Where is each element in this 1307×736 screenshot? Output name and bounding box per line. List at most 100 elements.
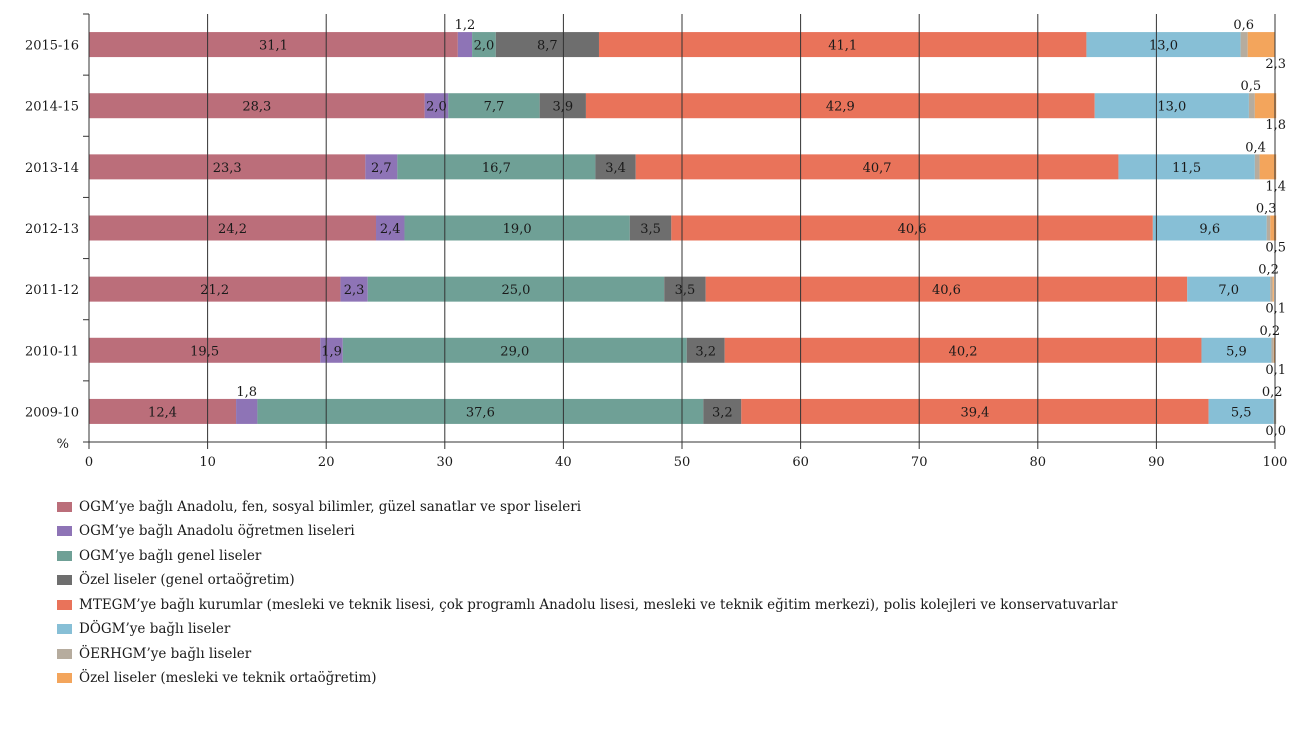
data-label: 0,5: [1265, 241, 1286, 256]
bar-segment: [342, 337, 687, 363]
data-label: 13,0: [1157, 100, 1186, 115]
legend-label: DÖGM’ye bağlı liseler: [79, 621, 231, 637]
data-label: 40,7: [863, 161, 892, 176]
bar-segment: [1272, 276, 1274, 302]
x-tick-label: 80: [1030, 455, 1047, 470]
data-label: 25,0: [501, 283, 530, 298]
data-label: 1,4: [1265, 179, 1286, 194]
data-label: 0,3: [1256, 202, 1277, 217]
data-label: 9,6: [1199, 222, 1220, 237]
legend-label: Özel liseler (mesleki ve teknik ortaöğre…: [79, 670, 377, 686]
bar-segment: [598, 32, 1087, 58]
data-label: 0,1: [1265, 363, 1286, 378]
bar-segment: [367, 276, 665, 302]
legend-item: DÖGM’ye bağlı liseler: [57, 621, 1117, 638]
data-label: 7,7: [484, 100, 505, 115]
bar-segment: [1094, 93, 1249, 119]
bar-segment: [89, 154, 366, 180]
legend-swatch: [57, 575, 72, 585]
data-label: 28,3: [242, 100, 271, 115]
data-label: 2,7: [371, 161, 392, 176]
bar-segment: [424, 93, 449, 119]
bar-segment: [448, 93, 540, 119]
legend-item: Özel liseler (genel ortaöğretim): [57, 572, 1117, 589]
bar-segment: [629, 215, 672, 241]
category-label: 2010-11: [25, 344, 79, 359]
bar-segment: [1187, 276, 1271, 302]
data-label: 13,0: [1149, 39, 1178, 54]
category-label: 2011-12: [25, 283, 79, 298]
data-label: 5,5: [1231, 405, 1252, 420]
data-label: 0,0: [1265, 424, 1286, 439]
legend-swatch: [57, 550, 72, 561]
data-label: 1,8: [236, 385, 257, 400]
category-label: 2012-13: [25, 222, 79, 237]
legend-swatch: [57, 526, 72, 536]
data-label: 0,2: [1262, 385, 1283, 400]
legend-swatch: [57, 673, 72, 683]
data-label: 31,1: [259, 39, 288, 54]
legend: OGM’ye bağlı Anadolu, fen, sosyal biliml…: [57, 498, 1117, 694]
bar-segment: [1270, 215, 1277, 241]
legend-label: OGM’ye bağlı Anadolu, fen, sosyal biliml…: [79, 498, 582, 515]
data-label: 0,2: [1258, 263, 1279, 278]
bar-segment: [1271, 337, 1274, 363]
data-label: 2,0: [426, 100, 447, 115]
legend-label: MTEGM’ye bağlı kurumlar (mesleki ve tekn…: [79, 596, 1118, 613]
x-tick-label: 30: [437, 455, 454, 470]
bar-segment: [664, 276, 706, 302]
bar-segment: [472, 32, 496, 58]
bar-segment: [397, 154, 596, 180]
category-label: 2009-10: [25, 405, 79, 420]
legend-label: OGM’ye bağlı genel liseler: [79, 547, 262, 564]
data-label: 19,0: [503, 222, 532, 237]
bar-segment: [1248, 93, 1255, 119]
legend-item: Özel liseler (mesleki ve teknik ortaöğre…: [57, 670, 1117, 687]
data-label: 40,6: [932, 283, 961, 298]
x-tick-label: 60: [792, 455, 809, 470]
bar-segment: [671, 215, 1153, 241]
legend-label: OGM’ye bağlı Anadolu öğretmen liseleri: [79, 523, 355, 539]
legend-label: ÖERHGM’ye bağlı liseler: [79, 645, 252, 662]
x-tick-label: 40: [555, 455, 572, 470]
data-label: 3,4: [605, 161, 626, 176]
data-label: 3,9: [552, 100, 573, 115]
data-label: 21,2: [200, 283, 229, 298]
stacked-bar-chart: % 0 10 20 30 40 50 60 70 80 90 100 2015-16 31,11,22…: [25, 13, 1287, 470]
bar-segment: [741, 398, 1209, 424]
bar-segment: [495, 32, 599, 58]
data-label: 29,0: [500, 344, 529, 359]
data-label: 0,6: [1233, 18, 1254, 33]
legend-item: OGM’ye bağlı genel liseler: [57, 547, 1117, 564]
x-tick-label: 90: [1148, 455, 1165, 470]
bar-segment: [1273, 337, 1275, 363]
data-label: 0,5: [1240, 79, 1261, 94]
x-axis-unit-label: %: [57, 437, 69, 452]
bar-segment: [365, 154, 398, 180]
bar-segment: [585, 93, 1095, 119]
legend-item: OGM’ye bağlı Anadolu öğretmen liseleri: [57, 523, 1117, 540]
data-label: 41,1: [828, 39, 857, 54]
data-label: 11,5: [1172, 161, 1201, 176]
bar-segment: [376, 215, 405, 241]
data-label: 12,4: [148, 405, 177, 420]
data-label: 2,3: [344, 283, 365, 298]
bar-segment: [89, 398, 237, 424]
bar-segment: [1254, 93, 1277, 119]
legend-swatch: [57, 501, 72, 512]
data-label: 0,4: [1245, 140, 1266, 155]
ticks-group: 0 10 20 30 40 50 60 70 80 90 100: [83, 13, 1287, 470]
data-label: 40,2: [949, 344, 978, 359]
bars-group: [89, 32, 1277, 424]
data-label: 2,3: [1265, 57, 1286, 72]
data-labels-group: 2015-16 31,1 1,2 2,0 8,7 41,1 13,0 0,6 2,3 2014-1…: [25, 18, 1286, 439]
bar-segment: [724, 337, 1202, 363]
data-label: 3,5: [640, 222, 661, 237]
legend-item: MTEGM’ye bağlı kurumlar (mesleki ve tekn…: [57, 596, 1117, 613]
data-label: 1,8: [1265, 118, 1286, 133]
x-tick-label: 70: [911, 455, 928, 470]
bar-segment: [89, 215, 377, 241]
bar-segment: [703, 398, 742, 424]
bar-segment: [236, 398, 258, 424]
data-label: 1,9: [321, 344, 342, 359]
